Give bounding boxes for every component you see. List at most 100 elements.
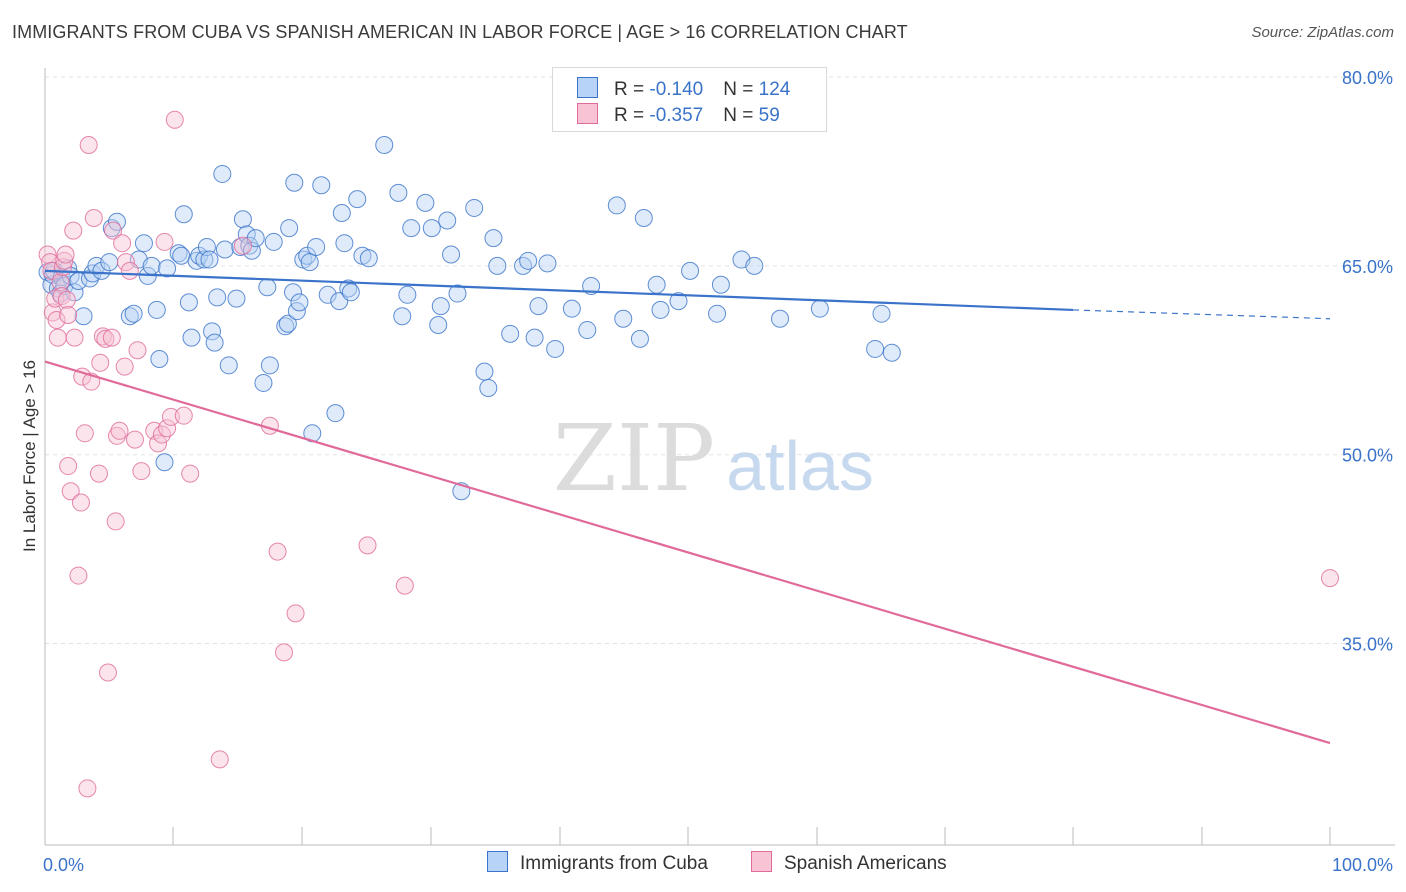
x-tick-label: 100.0% xyxy=(1332,855,1393,875)
spanish-point xyxy=(125,430,144,449)
spanish-point xyxy=(91,353,110,372)
spanish-point xyxy=(110,421,129,440)
legend-item-spanish[interactable]: Spanish Americans xyxy=(751,851,947,875)
cuba-point xyxy=(745,256,764,275)
spanish-point xyxy=(59,457,78,476)
spanish-point xyxy=(64,221,83,240)
spanish-point xyxy=(96,329,115,348)
spanish-point xyxy=(116,253,135,272)
cuba-point xyxy=(150,350,169,369)
cuba-point xyxy=(771,309,790,328)
spanish-point xyxy=(1321,569,1339,588)
cuba-point xyxy=(866,339,885,358)
spanish-point xyxy=(48,328,67,347)
spanish-point xyxy=(102,328,121,347)
cuba-point xyxy=(237,225,256,244)
cuba-point xyxy=(312,176,331,195)
cuba-point xyxy=(326,404,345,423)
cuba-point xyxy=(227,289,246,308)
watermark-atlas: atlas xyxy=(726,427,874,505)
cuba-point xyxy=(258,278,277,297)
cuba-point xyxy=(276,317,295,336)
cuba-point xyxy=(442,245,461,264)
y-tick-label: 50.0% xyxy=(1342,446,1393,466)
cuba-point xyxy=(519,251,538,270)
n-value: 59 xyxy=(758,105,780,126)
cuba-point xyxy=(810,299,829,318)
cuba-point xyxy=(100,253,119,272)
cuba-point xyxy=(448,284,467,303)
spanish-point xyxy=(104,221,123,240)
legend-swatch-cuba xyxy=(577,77,598,98)
cuba-point xyxy=(332,203,351,222)
cuba-point xyxy=(169,244,188,263)
cuba-point xyxy=(711,275,730,294)
spanish-point xyxy=(57,290,76,309)
spanish-point xyxy=(106,512,125,531)
cuba-point xyxy=(300,253,319,272)
cuba-point xyxy=(501,324,520,343)
cuba-trend-line xyxy=(44,269,1074,312)
r-label: R = xyxy=(614,79,650,100)
cuba-point xyxy=(158,259,177,278)
legend-row-cuba: R = -0.140 N = 124 xyxy=(577,77,790,101)
cuba-point xyxy=(647,275,666,294)
spanish-point xyxy=(47,310,66,329)
cuba-point xyxy=(187,251,206,270)
cuba-trend-line-extension xyxy=(1072,309,1331,320)
correlation-legend: R = -0.140 N = 124 R = -0.357 N = 59 xyxy=(552,67,827,132)
cuba-point xyxy=(484,229,503,248)
cuba-point xyxy=(389,183,408,202)
cuba-point xyxy=(872,304,891,323)
r-value: -0.357 xyxy=(649,105,704,126)
cuba-point xyxy=(488,256,507,275)
cuba-point xyxy=(179,293,198,312)
cuba-point xyxy=(260,356,279,375)
cuba-point xyxy=(475,362,494,381)
cuba-point xyxy=(514,256,533,275)
n-label: N = xyxy=(723,79,759,100)
spanish-point xyxy=(84,209,103,228)
r-value: -0.140 xyxy=(649,79,704,100)
cuba-point xyxy=(882,343,901,362)
spanish-point xyxy=(115,357,134,376)
cuba-point xyxy=(205,333,224,352)
cuba-point xyxy=(285,173,304,192)
cuba-point xyxy=(280,219,299,238)
spanish-point xyxy=(155,232,174,251)
spanish-point xyxy=(71,493,90,512)
spanish-point xyxy=(98,663,117,682)
spanish-point xyxy=(75,424,94,443)
cuba-point xyxy=(651,300,670,319)
cuba-point xyxy=(264,232,283,251)
legend-label-spanish: Spanish Americans xyxy=(784,853,947,874)
cuba-point xyxy=(290,293,309,312)
spanish-point xyxy=(268,542,287,561)
cuba-point xyxy=(429,316,448,335)
cuba-point xyxy=(348,190,367,209)
cuba-point xyxy=(174,205,193,224)
spanish-point xyxy=(55,251,74,270)
cuba-point xyxy=(213,164,232,183)
spanish-point xyxy=(113,234,132,253)
cuba-point xyxy=(525,328,544,347)
watermark-zip: ZIP xyxy=(553,405,715,512)
legend-swatch-cuba xyxy=(487,851,508,872)
spanish-point xyxy=(65,328,84,347)
y-tick-label: 35.0% xyxy=(1342,635,1393,655)
spanish-point xyxy=(128,341,147,360)
chart-title: IMMIGRANTS FROM CUBA VS SPANISH AMERICAN… xyxy=(12,22,908,42)
cuba-point xyxy=(307,237,326,256)
x-tick-label: 0.0% xyxy=(43,855,84,875)
cuba-point xyxy=(398,285,417,304)
cuba-point xyxy=(200,250,219,269)
cuba-point xyxy=(155,453,174,472)
spanish-point xyxy=(181,464,200,483)
cuba-point xyxy=(529,297,548,316)
legend-item-cuba[interactable]: Immigrants from Cuba xyxy=(487,851,708,875)
spanish-point xyxy=(132,462,151,481)
n-value: 124 xyxy=(758,79,791,100)
cuba-point xyxy=(172,246,191,265)
spanish-point xyxy=(69,566,88,585)
